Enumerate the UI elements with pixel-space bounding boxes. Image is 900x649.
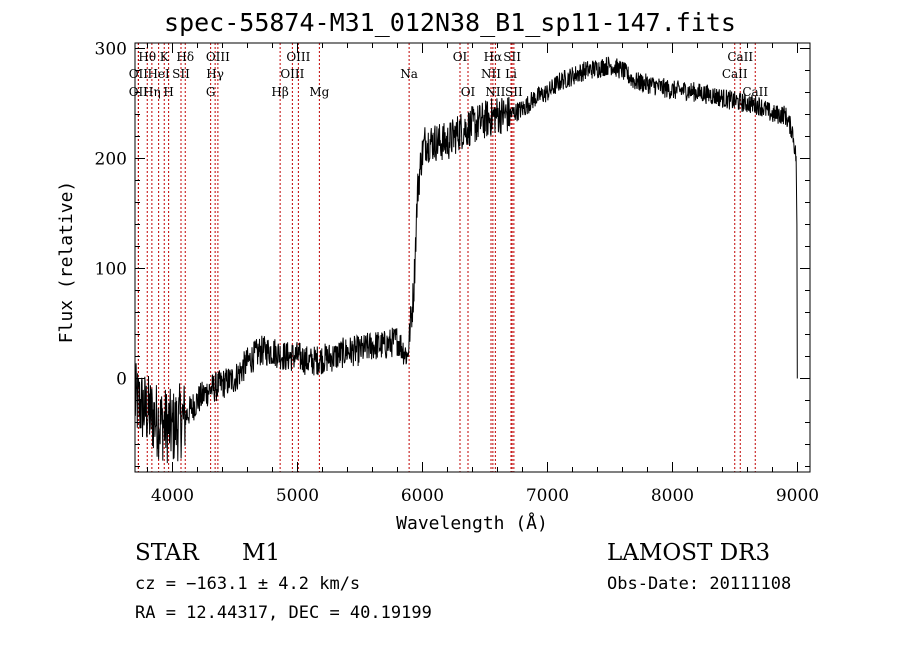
y-tick-label: 300 xyxy=(95,40,127,60)
line-marker-label: OI xyxy=(453,50,468,64)
y-tick-label: 0 xyxy=(116,370,127,390)
line-marker-label: CaII xyxy=(742,85,768,99)
chart-title: spec-55874-M31_012N38_B1_sp11-147.fits xyxy=(164,8,736,37)
line-marker-label: OIII xyxy=(280,67,304,81)
line-marker-label: NII xyxy=(485,85,505,99)
line-marker-label: SII xyxy=(503,50,521,64)
line-marker-label: OIII xyxy=(206,50,230,64)
object-subclass: M1 xyxy=(242,540,281,566)
line-marker-label: OII xyxy=(129,85,149,99)
line-marker-label: K xyxy=(160,50,170,64)
line-marker-label: Na xyxy=(400,67,418,81)
line-marker-label: Hη xyxy=(143,85,161,99)
line-marker-label: Hδ xyxy=(176,50,194,64)
line-marker-label: OI xyxy=(461,85,476,99)
line-marker-label: OIII xyxy=(286,50,310,64)
line-marker-label: SII xyxy=(505,85,523,99)
axis-ticks: 4000 5000 6000 7000 8000 9000 0 100 200 300 xyxy=(95,40,820,507)
y-axis-label: Flux (relative) xyxy=(56,181,77,344)
line-marker-label: G xyxy=(206,85,216,99)
object-class: STAR xyxy=(135,540,199,566)
x-tick-label: 6000 xyxy=(401,486,444,506)
x-tick-label: 8000 xyxy=(651,486,694,506)
redshift-velocity: cz = −163.1 ± 4.2 km/s xyxy=(135,574,361,594)
line-marker-label: Mg xyxy=(309,85,329,99)
line-marker-label: CaII xyxy=(727,50,753,64)
survey-name: LAMOST DR3 xyxy=(607,540,771,566)
line-marker-label: HeI xyxy=(147,67,170,81)
line-marker-label: OII xyxy=(129,67,149,81)
x-tick-label: 9000 xyxy=(776,486,819,506)
line-marker-label: Hθ xyxy=(138,50,156,64)
x-tick-label: 4000 xyxy=(151,486,194,506)
line-marker-label: H xyxy=(163,85,173,99)
coordinates: RA = 12.44317, DEC = 40.19199 xyxy=(135,603,432,623)
x-tick-label: 5000 xyxy=(276,486,319,506)
spectrum-line xyxy=(134,56,798,464)
y-tick-label: 200 xyxy=(95,150,127,170)
line-marker-label: Hβ xyxy=(271,85,288,99)
line-marker-label: SII xyxy=(172,67,190,81)
observation-date: Obs-Date: 20111108 xyxy=(607,574,792,594)
line-markers xyxy=(137,43,756,472)
y-tick-label: 100 xyxy=(95,260,127,280)
line-marker-label: Hα xyxy=(484,50,503,64)
x-tick-label: 7000 xyxy=(526,486,569,506)
x-axis-label: Wavelength (Å) xyxy=(396,512,548,534)
line-marker-label: Hγ xyxy=(206,67,224,81)
line-marker-label: Li xyxy=(505,67,517,81)
line-marker-label: CaII xyxy=(722,67,748,81)
line-marker-label: NII xyxy=(481,67,501,81)
